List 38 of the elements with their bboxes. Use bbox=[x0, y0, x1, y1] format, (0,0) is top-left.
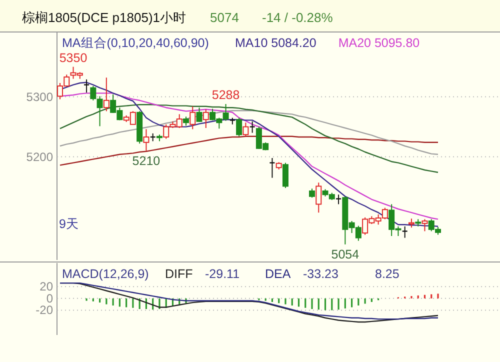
annotation: 5350 bbox=[59, 50, 88, 65]
candlestick bbox=[402, 226, 408, 238]
candlestick bbox=[236, 117, 242, 137]
y-tick-label: -20 bbox=[36, 303, 54, 318]
chart-title: 棕榈1805(DCE p1805)1小时 bbox=[22, 10, 186, 25]
candlestick bbox=[282, 162, 288, 188]
annotation: 5054 bbox=[331, 247, 360, 262]
series-label: DEA bbox=[265, 267, 292, 281]
candlestick bbox=[269, 158, 276, 178]
annotation: -29.11 bbox=[205, 267, 240, 281]
y-tick-label: 0 bbox=[46, 291, 54, 306]
chart-title: MACD(12,26,9) bbox=[62, 267, 149, 281]
text: 5074 bbox=[210, 10, 239, 25]
text: MA20 5095.80 bbox=[338, 36, 420, 50]
annotation: 8.25 bbox=[375, 267, 400, 281]
y-tick-label: 5300 bbox=[26, 90, 54, 104]
candlestick bbox=[242, 122, 249, 137]
candlestick bbox=[249, 120, 256, 134]
candlestick bbox=[335, 194, 342, 205]
annotation: 5210 bbox=[132, 154, 160, 168]
text: MA10 5084.20 bbox=[235, 36, 316, 50]
annotation: 5288 bbox=[212, 88, 240, 102]
candlestick bbox=[103, 77, 110, 112]
text: -14 / -0.28% bbox=[262, 10, 334, 25]
candlestick bbox=[202, 108, 209, 128]
annotation: -33.23 bbox=[303, 267, 338, 281]
candlestick bbox=[196, 107, 202, 122]
candlestick bbox=[422, 218, 428, 232]
chart-subtitle: MA组合(0,10,20,40,60,90) bbox=[62, 36, 209, 50]
line-series bbox=[59, 110, 439, 155]
candlestick bbox=[83, 78, 90, 94]
y-tick-label: 5200 bbox=[26, 150, 54, 164]
candlestick bbox=[143, 128, 150, 152]
y-tick-label: 20 bbox=[40, 280, 54, 294]
series-label: DIFF bbox=[165, 267, 194, 281]
annotation: 9天 bbox=[59, 217, 79, 231]
candlestick bbox=[316, 182, 322, 214]
candlestick bbox=[190, 106, 196, 130]
